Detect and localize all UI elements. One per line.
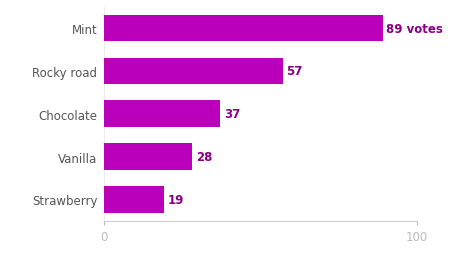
Bar xyxy=(104,186,164,213)
Text: 19: 19 xyxy=(167,193,184,206)
Bar xyxy=(104,16,383,42)
Text: 57: 57 xyxy=(286,65,303,78)
Bar xyxy=(104,101,220,128)
Bar xyxy=(104,144,192,170)
Text: 89 votes: 89 votes xyxy=(386,23,443,35)
Text: 28: 28 xyxy=(196,151,212,163)
Bar xyxy=(104,58,283,85)
Text: 37: 37 xyxy=(224,108,240,121)
